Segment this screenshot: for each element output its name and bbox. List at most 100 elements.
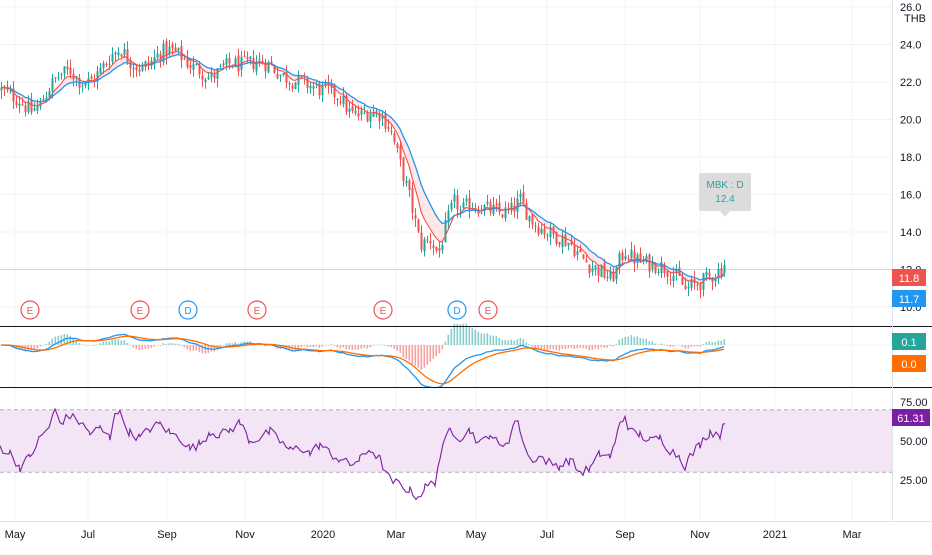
- candle-body: [279, 74, 282, 77]
- candle-body: [666, 271, 669, 277]
- macd-histogram-bar: [666, 345, 669, 346]
- macd-histogram-bar: [300, 345, 303, 348]
- rsi-tick-label: 25.00: [900, 475, 928, 487]
- time-tick-label: Sep: [615, 529, 635, 541]
- macd-histogram-bar: [309, 345, 312, 348]
- candle-body: [24, 105, 27, 113]
- macd-histogram-bar: [108, 341, 111, 345]
- macd-histogram-bar: [504, 339, 507, 345]
- time-tick-label: 2021: [763, 529, 787, 541]
- candle-body: [579, 249, 582, 253]
- candle-body: [288, 83, 291, 85]
- rsi-badge: 61.31: [892, 409, 930, 426]
- macd-histogram-bar: [471, 327, 474, 345]
- candle-body: [414, 215, 417, 219]
- candle-body: [273, 65, 276, 73]
- candle-body: [630, 249, 633, 258]
- macd-histogram-bar: [624, 336, 627, 345]
- candle-body: [267, 61, 270, 73]
- candle-body: [114, 52, 117, 55]
- macd-histogram-bar: [576, 345, 579, 349]
- candle-body: [9, 90, 12, 92]
- candle-body: [555, 232, 558, 244]
- macd-histogram-bar: [444, 341, 447, 345]
- candle-body: [33, 108, 36, 111]
- time-tick-label: Nov: [690, 529, 710, 541]
- macd-histogram-bar: [429, 345, 432, 362]
- signal-line: [0, 335, 725, 385]
- candle-body: [546, 235, 549, 237]
- candle-body: [501, 214, 504, 218]
- marker-circle: [20, 300, 40, 320]
- macd-histogram-bar: [642, 338, 645, 345]
- candle-body: [621, 252, 624, 261]
- macd-histogram-bar: [51, 338, 54, 345]
- time-tick-label: Nov: [235, 529, 255, 541]
- candle-body: [498, 202, 501, 213]
- candle-body: [183, 58, 186, 60]
- candle-body: [573, 245, 576, 257]
- rsi-band: [0, 409, 892, 473]
- macd-histogram-bar: [420, 345, 423, 370]
- macd-histogram-bar: [537, 345, 540, 351]
- macd-histogram-bar: [417, 345, 420, 368]
- candle-body: [0, 87, 3, 91]
- candle-body: [687, 286, 690, 289]
- macd-histogram-bar: [555, 345, 558, 351]
- macd-histogram-bar: [459, 324, 462, 345]
- macd-histogram-bar: [699, 345, 702, 347]
- candle-body: [699, 283, 702, 291]
- macd-histogram-bar: [348, 345, 351, 350]
- earnings-marker: E: [247, 300, 267, 320]
- candle-body: [651, 261, 654, 270]
- macd-histogram-bar: [240, 342, 243, 345]
- candle-body: [669, 279, 672, 281]
- macd-histogram-bar: [222, 345, 225, 346]
- macd-histogram-bar: [462, 323, 465, 345]
- time-tick-label: May: [466, 529, 487, 541]
- macd-histogram-bar: [510, 339, 513, 345]
- macd-histogram-bar: [147, 345, 150, 349]
- candle-body: [216, 68, 219, 79]
- candle-body: [213, 74, 216, 79]
- macd-histogram-bar: [426, 345, 429, 365]
- candle-body: [567, 242, 570, 246]
- candle-body: [219, 65, 222, 67]
- macd-histogram-bar: [465, 323, 468, 345]
- macd-histogram-bar: [189, 345, 192, 351]
- candle-body: [582, 254, 585, 259]
- candle-body: [21, 104, 24, 106]
- candle-body: [42, 98, 45, 101]
- macd-histogram-bar: [102, 341, 105, 345]
- candle-body: [159, 53, 162, 60]
- candle-body: [123, 48, 126, 56]
- macd-histogram-bar: [336, 345, 339, 348]
- macd-histogram-bar: [294, 345, 297, 351]
- macd-histogram-bar: [33, 345, 36, 350]
- ema-fast-line: [0, 50, 725, 285]
- candle-body: [246, 57, 249, 59]
- candle-body: [366, 113, 369, 122]
- candle-body: [480, 212, 483, 214]
- candle-body: [417, 219, 420, 232]
- macd-histogram-bar: [174, 343, 177, 345]
- candle-body: [393, 133, 396, 143]
- candle-body: [60, 74, 63, 76]
- candle-body: [198, 64, 201, 75]
- macd-histogram-bar: [450, 328, 453, 345]
- macd-histogram-bar: [381, 344, 384, 345]
- macd-histogram-bar: [678, 345, 681, 346]
- candle-body: [615, 267, 618, 280]
- rsi-tick-label: 75.00: [900, 397, 928, 409]
- candle-body: [309, 85, 312, 89]
- macd-histogram-bar: [486, 333, 489, 345]
- macd-histogram-bar: [660, 343, 663, 345]
- candle-body: [222, 63, 225, 66]
- macd-histogram-bar: [297, 345, 300, 349]
- macd-histogram-bar: [723, 339, 726, 345]
- candle-body: [441, 245, 444, 250]
- candle-body: [585, 260, 588, 263]
- macd-histogram-bar: [588, 345, 591, 351]
- macd-histogram-bar: [714, 341, 717, 345]
